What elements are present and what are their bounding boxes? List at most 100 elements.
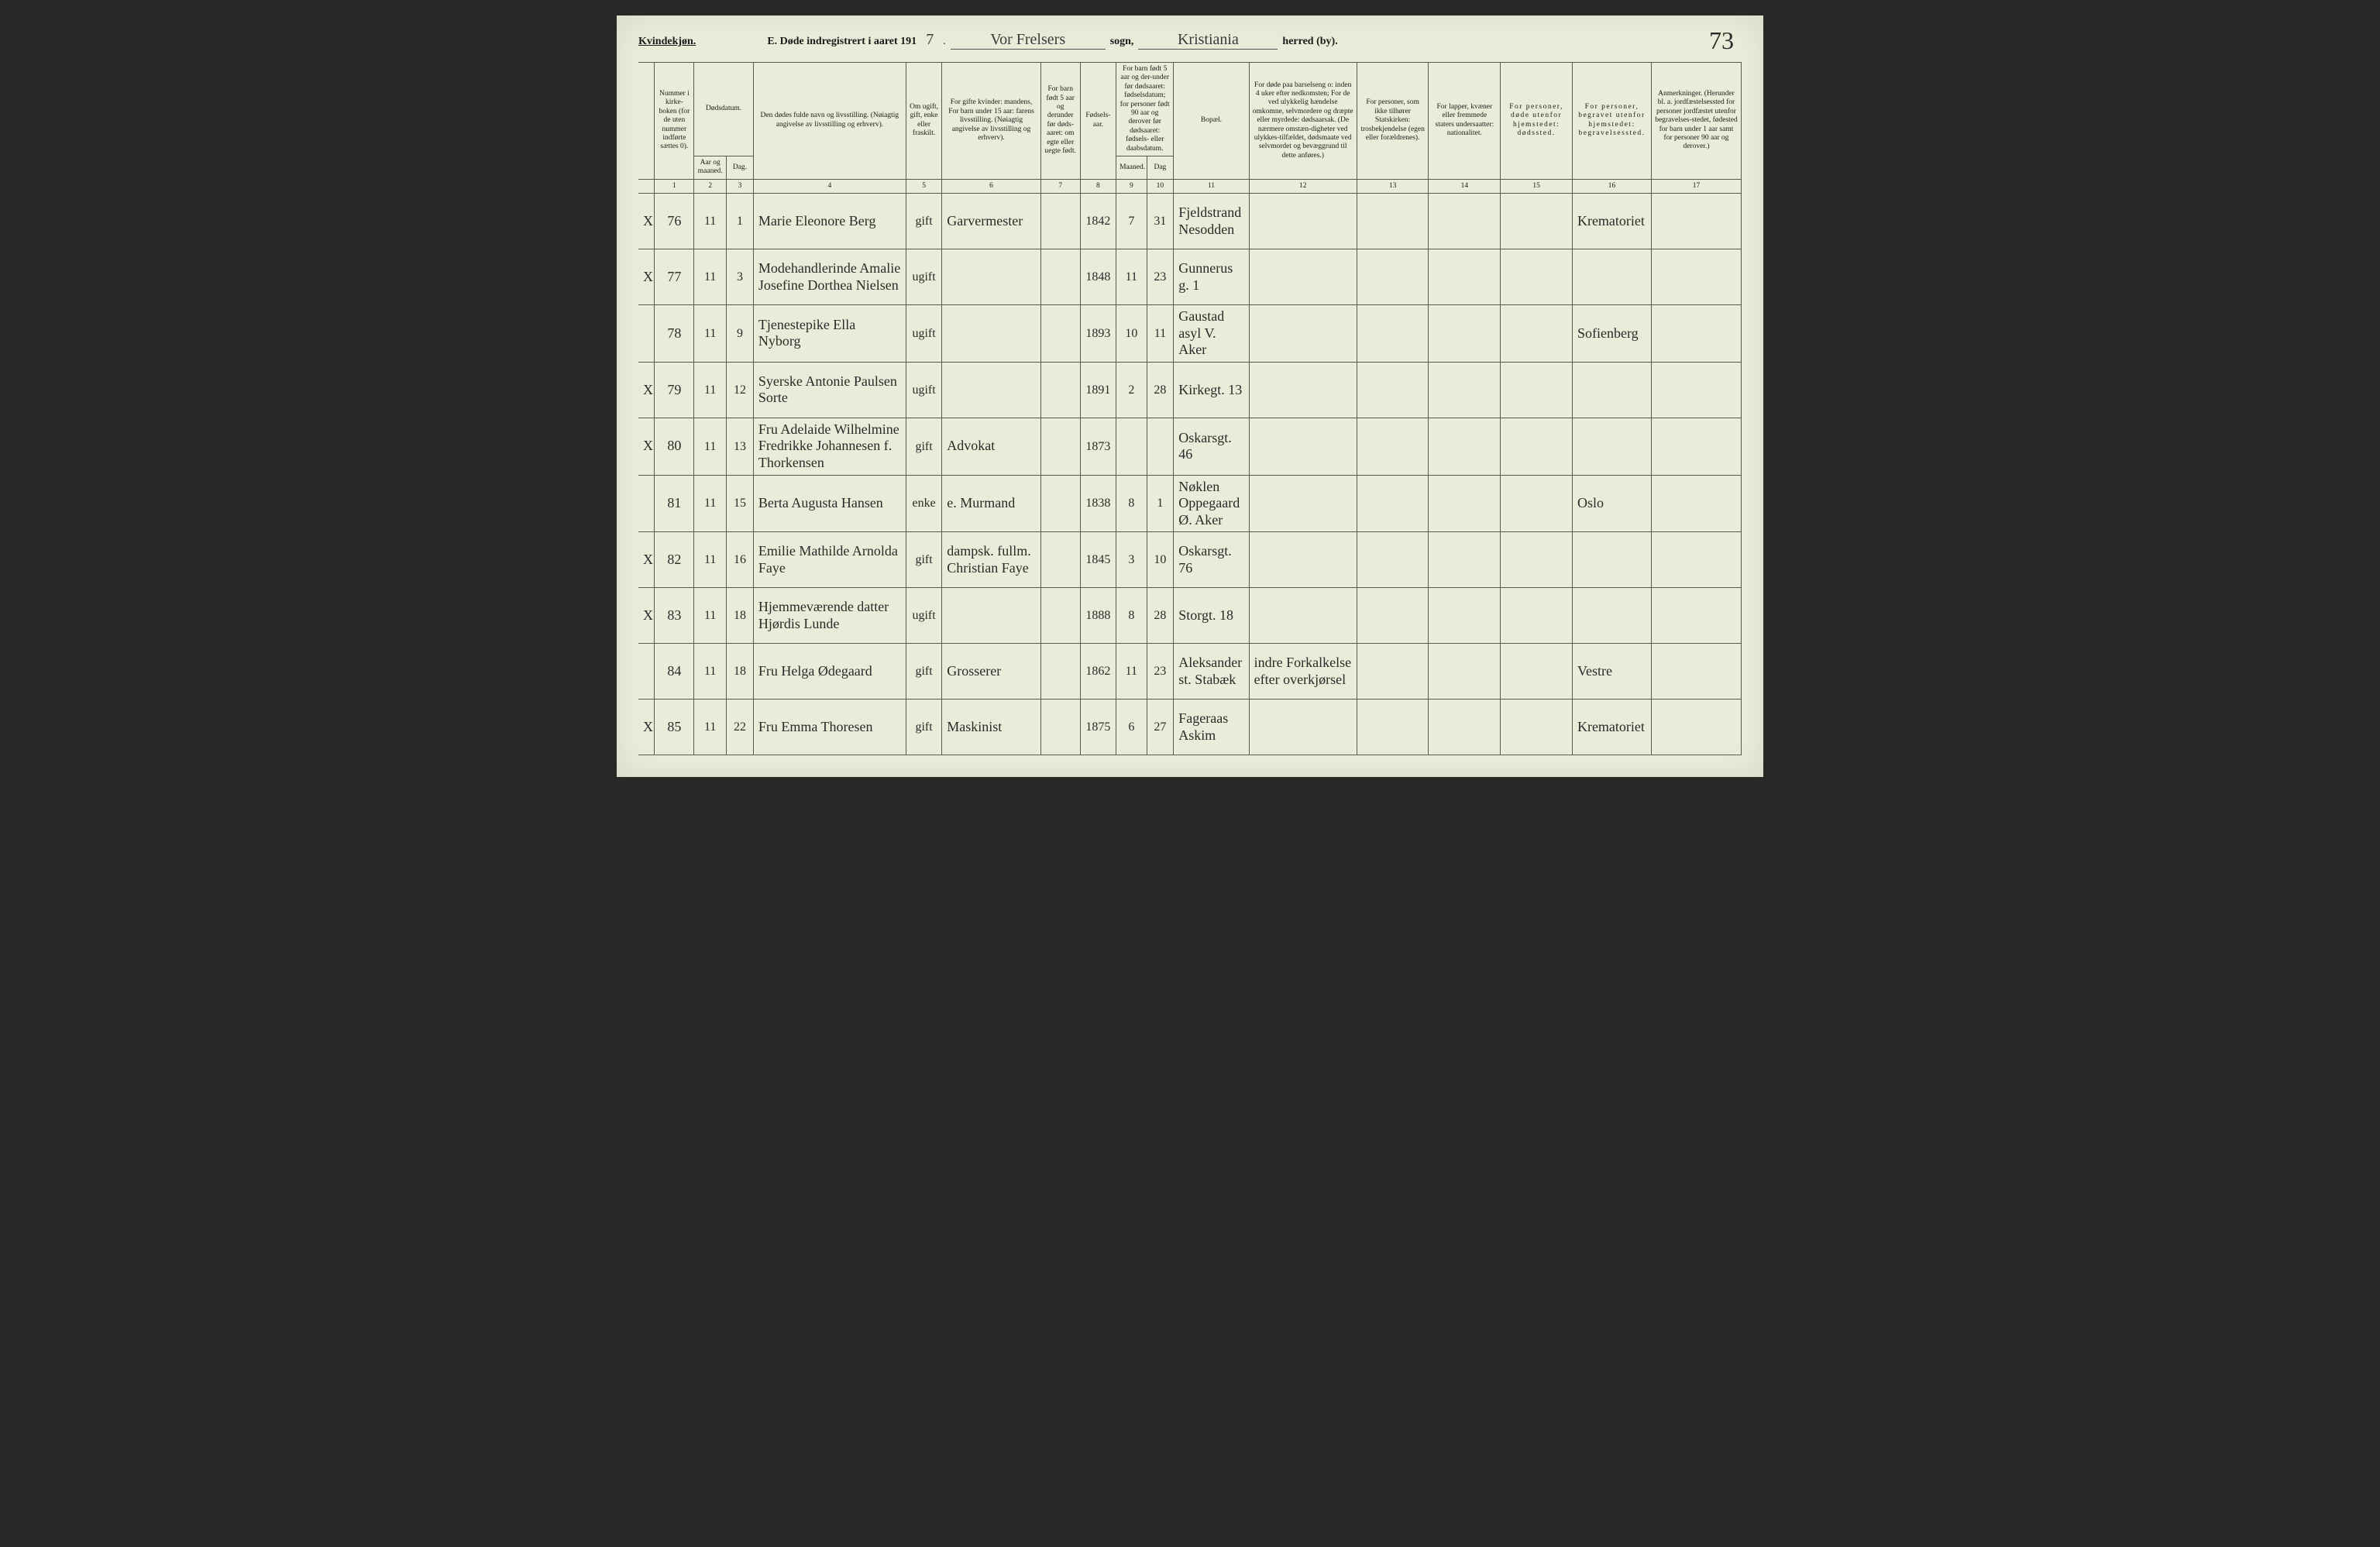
col-9b-header: Dag xyxy=(1147,156,1174,179)
cell: 2 xyxy=(1116,362,1147,418)
cell xyxy=(1040,475,1080,532)
cell: 1888 xyxy=(1080,588,1116,644)
cell: 13 xyxy=(727,418,754,475)
cell: X xyxy=(638,194,655,249)
cell: 27 xyxy=(1147,700,1174,755)
column-number-row: 1 2 3 4 5 6 7 8 9 10 11 12 13 14 15 16 1… xyxy=(638,179,1742,193)
cell: 11 xyxy=(694,700,727,755)
col-mark xyxy=(638,63,655,180)
cell: 18 xyxy=(727,588,754,644)
col-5-header: Om ugift, gift, enke eller fraskilt. xyxy=(906,63,941,180)
colnum: 4 xyxy=(753,179,906,193)
cell xyxy=(1040,532,1080,588)
cell: 11 xyxy=(694,362,727,418)
cell: Fru Adelaide Wilhelmine Fredrikke Johann… xyxy=(753,418,906,475)
col-6-header: For gifte kvinder: mandens, For barn und… xyxy=(942,63,1041,180)
colnum: 5 xyxy=(906,179,941,193)
cell xyxy=(1501,588,1573,644)
colnum: 9 xyxy=(1116,179,1147,193)
cell: X xyxy=(638,362,655,418)
cell xyxy=(1357,700,1429,755)
col-9a-header: Maaned. xyxy=(1116,156,1147,179)
sogn-label: sogn, xyxy=(1110,36,1134,48)
col-14-header: For lapper, kvæner eller fremmede stater… xyxy=(1429,63,1501,180)
colnum: 1 xyxy=(655,179,694,193)
cell xyxy=(1357,305,1429,363)
cell xyxy=(1249,194,1357,249)
cell xyxy=(1501,305,1573,363)
cell: 83 xyxy=(655,588,694,644)
cell: 1862 xyxy=(1080,644,1116,700)
cell xyxy=(638,475,655,532)
cell xyxy=(1040,644,1080,700)
cell: Modehandlerinde Amalie Josefine Dorthea … xyxy=(753,249,906,305)
cell: 11 xyxy=(694,194,727,249)
cell xyxy=(1357,362,1429,418)
cell: 1838 xyxy=(1080,475,1116,532)
cell: 12 xyxy=(727,362,754,418)
cell xyxy=(1249,418,1357,475)
cell xyxy=(1501,644,1573,700)
cell: Grosserer xyxy=(942,644,1041,700)
cell xyxy=(1429,418,1501,475)
col-16-header: For personer, begravet utenfor hjemstede… xyxy=(1572,63,1651,180)
cell xyxy=(1249,532,1357,588)
cell xyxy=(1040,588,1080,644)
colnum: 12 xyxy=(1249,179,1357,193)
cell xyxy=(1357,588,1429,644)
cell xyxy=(1572,362,1651,418)
cell xyxy=(942,588,1041,644)
cell xyxy=(1249,249,1357,305)
year-digit: 7 xyxy=(921,31,938,49)
cell: 1891 xyxy=(1080,362,1116,418)
cell xyxy=(1249,475,1357,532)
herred-value: Kristiania xyxy=(1138,31,1278,50)
col-12-header: For døde paa barselseng o: inden 4 uker … xyxy=(1249,63,1357,180)
cell: 18 xyxy=(727,644,754,700)
title-line: E. Døde indregistrert i aaret 1917. Vor … xyxy=(767,31,1742,50)
cell: 1845 xyxy=(1080,532,1116,588)
cell: dampsk. fullm. Christian Faye xyxy=(942,532,1041,588)
cell xyxy=(942,305,1041,363)
cell xyxy=(1429,700,1501,755)
cell xyxy=(1429,588,1501,644)
cell xyxy=(1357,644,1429,700)
cell: gift xyxy=(906,644,941,700)
ledger-page: 73 Kvindekjøn. E. Døde indregistrert i a… xyxy=(617,15,1763,777)
table-header: Nummer i kirke-boken (for de uten nummer… xyxy=(638,63,1742,194)
herred-label: herred (by). xyxy=(1282,36,1337,48)
table-row: X77113Modehandlerinde Amalie Josefine Do… xyxy=(638,249,1742,305)
table-row: 811115Berta Augusta Hansenenkee. Murmand… xyxy=(638,475,1742,532)
cell xyxy=(1651,588,1741,644)
cell xyxy=(1651,249,1741,305)
cell xyxy=(1501,418,1573,475)
cell: Berta Augusta Hansen xyxy=(753,475,906,532)
cell: 82 xyxy=(655,532,694,588)
cell: 23 xyxy=(1147,249,1174,305)
cell: 8 xyxy=(1116,475,1147,532)
cell: Fru Emma Thoresen xyxy=(753,700,906,755)
cell: Krematoriet xyxy=(1572,194,1651,249)
cell: Syerske Antonie Paulsen Sorte xyxy=(753,362,906,418)
colnum: 2 xyxy=(694,179,727,193)
cell: Sofienberg xyxy=(1572,305,1651,363)
cell: Krematoriet xyxy=(1572,700,1651,755)
cell: enke xyxy=(906,475,941,532)
cell xyxy=(1249,588,1357,644)
cell: 1893 xyxy=(1080,305,1116,363)
cell: 1 xyxy=(1147,475,1174,532)
page-number: 73 xyxy=(1709,26,1734,55)
cell: ugift xyxy=(906,362,941,418)
table-row: 841118Fru Helga ØdegaardgiftGrosserer186… xyxy=(638,644,1742,700)
cell xyxy=(1501,532,1573,588)
cell: 80 xyxy=(655,418,694,475)
col-8-header: Fødsels-aar. xyxy=(1080,63,1116,180)
cell: 11 xyxy=(694,475,727,532)
cell: gift xyxy=(906,194,941,249)
cell: 6 xyxy=(1116,700,1147,755)
cell: Tjenestepike Ella Nyborg xyxy=(753,305,906,363)
death-register-table: Nummer i kirke-boken (for de uten nummer… xyxy=(638,62,1742,755)
cell xyxy=(1357,475,1429,532)
cell: X xyxy=(638,532,655,588)
cell: 9 xyxy=(727,305,754,363)
